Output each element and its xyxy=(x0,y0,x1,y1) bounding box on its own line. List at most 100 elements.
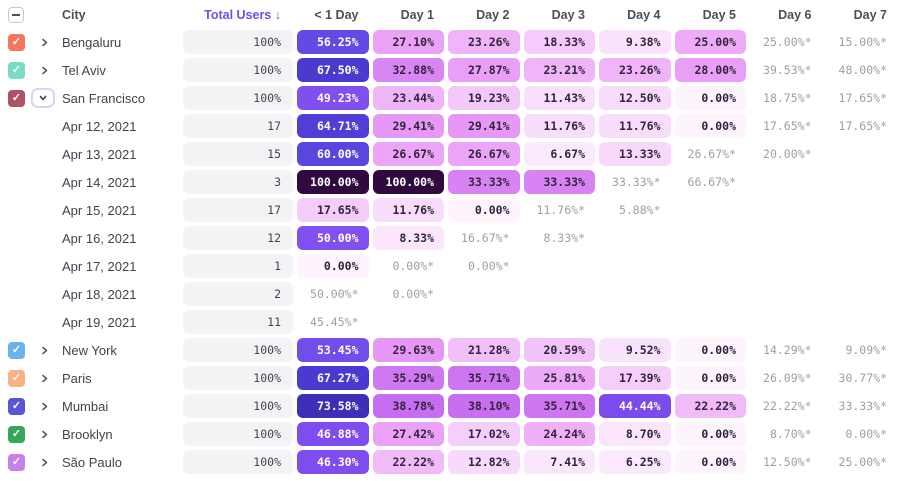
row-checkbox[interactable]: ✓ xyxy=(8,397,25,415)
retention-cell[interactable]: 12.50% xyxy=(599,86,671,110)
retention-cell[interactable]: 24.24% xyxy=(523,422,595,446)
retention-cell[interactable]: 0.00% xyxy=(448,198,520,222)
retention-cell[interactable]: 67.50% xyxy=(297,58,369,82)
retention-cell[interactable]: 56.25% xyxy=(297,30,369,54)
retention-cell[interactable]: 23.44% xyxy=(372,86,444,110)
expand-row-button[interactable] xyxy=(30,374,58,383)
retention-cell[interactable]: 9.38% xyxy=(599,30,671,54)
retention-cell[interactable]: 0.00% xyxy=(674,366,746,390)
retention-cell[interactable]: 35.71% xyxy=(523,394,595,418)
row-checkbox[interactable]: ✓ xyxy=(8,369,25,387)
retention-cell[interactable]: 22.22% xyxy=(372,450,444,474)
retention-cell xyxy=(675,198,747,222)
retention-cell[interactable]: 73.58% xyxy=(297,394,369,418)
retention-cell[interactable]: 32.88% xyxy=(372,58,444,82)
retention-cell[interactable]: 8.33% xyxy=(372,226,444,250)
retention-cell[interactable]: 18.33% xyxy=(523,30,595,54)
retention-cell[interactable]: 6.67% xyxy=(523,142,595,166)
retention-cell xyxy=(750,226,822,250)
retention-cell[interactable]: 49.23% xyxy=(297,86,369,110)
date-label: Apr 19, 2021 xyxy=(62,314,137,330)
retention-cell[interactable]: 46.30% xyxy=(297,450,369,474)
retention-cell[interactable]: 38.10% xyxy=(448,394,520,418)
retention-cell[interactable]: 9.52% xyxy=(599,338,671,362)
retention-cell[interactable]: 17.65% xyxy=(297,198,369,222)
total-users-cell: 100% xyxy=(183,30,293,54)
retention-cell[interactable]: 33.33% xyxy=(523,170,595,194)
retention-cell[interactable]: 7.41% xyxy=(523,450,595,474)
retention-cell[interactable]: 29.41% xyxy=(372,114,444,138)
retention-cell[interactable]: 0.00% xyxy=(674,450,746,474)
retention-cell[interactable]: 50.00% xyxy=(297,226,369,250)
retention-cell[interactable]: 29.41% xyxy=(448,114,520,138)
retention-cell xyxy=(750,198,822,222)
retention-cell[interactable]: 23.21% xyxy=(523,58,595,82)
column-header-total-users[interactable]: Total Users ↓ xyxy=(183,8,293,22)
retention-cell: 25.00%* xyxy=(763,35,812,49)
expand-row-button[interactable] xyxy=(30,346,58,355)
retention-cell[interactable]: 21.28% xyxy=(448,338,520,362)
expand-row-button[interactable] xyxy=(30,458,58,467)
select-all-checkbox[interactable] xyxy=(8,7,24,23)
retention-cell[interactable]: 26.67% xyxy=(372,142,444,166)
retention-cell[interactable]: 35.71% xyxy=(448,366,520,390)
retention-cell[interactable]: 33.33% xyxy=(448,170,520,194)
retention-cell[interactable]: 11.43% xyxy=(523,86,595,110)
retention-cell[interactable]: 44.44% xyxy=(599,394,671,418)
row-checkbox[interactable]: ✓ xyxy=(8,453,25,471)
retention-cell[interactable]: 12.82% xyxy=(448,450,520,474)
retention-cell[interactable]: 0.00% xyxy=(674,114,746,138)
retention-cell[interactable]: 23.26% xyxy=(599,58,671,82)
retention-cell[interactable]: 27.10% xyxy=(372,30,444,54)
chevron-right-icon xyxy=(40,66,49,75)
row-checkbox[interactable]: ✓ xyxy=(8,89,25,107)
row-checkbox[interactable]: ✓ xyxy=(8,33,25,51)
retention-cell[interactable]: 11.76% xyxy=(372,198,444,222)
retention-cell[interactable]: 38.78% xyxy=(372,394,444,418)
retention-cell: 0.00%* xyxy=(392,287,434,301)
retention-cell[interactable]: 26.67% xyxy=(448,142,520,166)
retention-cell[interactable]: 46.88% xyxy=(297,422,369,446)
retention-cell[interactable]: 25.81% xyxy=(523,366,595,390)
retention-cell[interactable]: 17.02% xyxy=(448,422,520,446)
retention-cell[interactable]: 20.59% xyxy=(523,338,595,362)
expand-row-button[interactable] xyxy=(30,430,58,439)
retention-cell[interactable]: 0.00% xyxy=(674,86,746,110)
retention-cell[interactable]: 6.25% xyxy=(599,450,671,474)
retention-cell[interactable]: 0.00% xyxy=(674,338,746,362)
retention-cell[interactable]: 64.71% xyxy=(297,114,369,138)
column-header-day-7: Day 7 xyxy=(853,8,887,22)
retention-cell[interactable]: 35.29% xyxy=(372,366,444,390)
row-checkbox[interactable]: ✓ xyxy=(8,61,25,79)
retention-cell[interactable]: 0.00% xyxy=(297,254,369,278)
retention-cell[interactable]: 23.26% xyxy=(448,30,520,54)
total-users-cell: 100% xyxy=(183,338,293,362)
retention-cell[interactable]: 27.42% xyxy=(372,422,444,446)
expand-row-button[interactable] xyxy=(30,402,58,411)
city-label: Tel Aviv xyxy=(62,62,106,78)
retention-cell: 16.67%* xyxy=(461,231,510,245)
retention-cell[interactable]: 29.63% xyxy=(372,338,444,362)
row-checkbox[interactable]: ✓ xyxy=(8,425,25,443)
retention-cell[interactable]: 100.00% xyxy=(297,170,369,194)
retention-cell[interactable]: 11.76% xyxy=(599,114,671,138)
retention-cell[interactable]: 27.87% xyxy=(448,58,520,82)
retention-cell[interactable]: 13.33% xyxy=(599,142,671,166)
retention-cell[interactable]: 60.00% xyxy=(297,142,369,166)
retention-cell[interactable]: 19.23% xyxy=(448,86,520,110)
retention-cell[interactable]: 17.39% xyxy=(599,366,671,390)
row-checkbox[interactable]: ✓ xyxy=(8,341,25,359)
expand-row-button[interactable] xyxy=(30,66,58,75)
retention-cell[interactable]: 22.22% xyxy=(674,394,746,418)
retention-cell[interactable]: 28.00% xyxy=(674,58,746,82)
retention-cell[interactable]: 100.00% xyxy=(372,170,444,194)
retention-cell[interactable]: 11.76% xyxy=(523,114,595,138)
expand-row-button[interactable] xyxy=(30,38,58,47)
retention-cell[interactable]: 67.27% xyxy=(297,366,369,390)
collapse-row-button[interactable] xyxy=(31,88,55,108)
retention-cell[interactable]: 53.45% xyxy=(297,338,369,362)
retention-cell[interactable]: 8.70% xyxy=(599,422,671,446)
date-row: Apr 13, 2021 15 60.00% 26.67% 26.67% 6.67% 13.… xyxy=(0,140,920,168)
retention-cell[interactable]: 25.00% xyxy=(674,30,746,54)
retention-cell[interactable]: 0.00% xyxy=(674,422,746,446)
